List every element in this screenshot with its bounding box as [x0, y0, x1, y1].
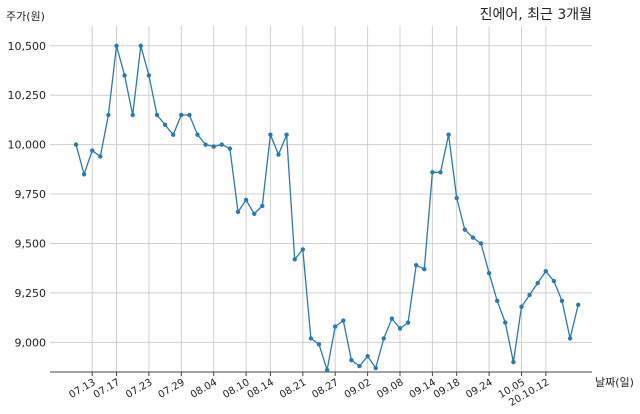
x-tick-label: 08.27 — [310, 377, 340, 401]
data-point — [252, 211, 257, 217]
x-tick-label: 07.23 — [124, 377, 154, 401]
data-point — [454, 195, 459, 201]
x-tick-label: 07.13 — [67, 377, 97, 401]
data-point — [511, 359, 516, 365]
y-tick-label: 10,000 — [8, 139, 47, 152]
data-point — [527, 292, 532, 298]
data-point — [179, 112, 184, 118]
x-tick-label: 08.14 — [246, 377, 276, 401]
axes — [50, 371, 592, 376]
x-tick-label: 09.18 — [432, 377, 462, 401]
data-point — [365, 353, 370, 359]
data-point — [422, 266, 427, 272]
data-point — [567, 336, 573, 341]
data-point — [316, 342, 322, 347]
data-point — [81, 172, 87, 177]
data-point — [146, 73, 152, 78]
data-point — [227, 146, 233, 151]
x-axis-label: 날짜(일) — [595, 375, 634, 389]
data-point — [187, 112, 192, 118]
chart-title: 진에어, 최근 3개월 — [480, 7, 592, 23]
y-tick-label: 9,250 — [15, 287, 47, 300]
y-tick-label: 10,500 — [8, 40, 47, 53]
x-tick-label: 07.29 — [156, 377, 186, 401]
data-point — [203, 142, 208, 147]
data-point — [90, 148, 95, 153]
data-point — [470, 235, 476, 240]
data-point — [276, 152, 281, 157]
data-point — [543, 268, 548, 274]
y-tick-label: 9,750 — [15, 188, 47, 201]
data-point — [551, 278, 557, 284]
price-series — [73, 43, 581, 373]
data-point — [292, 257, 297, 262]
data-point — [260, 203, 265, 209]
y-tick-label: 10,250 — [8, 89, 47, 102]
data-point — [373, 365, 378, 371]
data-point — [341, 318, 346, 323]
data-point — [333, 324, 338, 329]
data-point — [171, 132, 176, 137]
data-point — [462, 227, 467, 232]
y-tick-labels: 9,000 9,250 9,500 9,750 10,000 10,250 10,500 — [8, 40, 47, 350]
x-tick-label: 09.02 — [343, 377, 373, 401]
data-point — [535, 280, 540, 286]
data-point — [405, 320, 411, 325]
x-tick-label: 09.08 — [375, 377, 405, 401]
data-point — [284, 132, 289, 137]
data-point — [389, 316, 395, 321]
x-tick-label: 09.14 — [408, 377, 438, 401]
series-line — [75, 45, 579, 371]
data-point — [519, 304, 524, 309]
x-tick-label: 09.24 — [464, 377, 494, 401]
data-point — [98, 154, 103, 159]
data-point — [478, 241, 484, 246]
data-point — [381, 336, 386, 341]
x-tick-label: 08.10 — [221, 377, 251, 401]
y-axis-label: 주가(원) — [6, 10, 45, 23]
data-point — [211, 144, 216, 149]
data-point — [268, 132, 273, 137]
x-tick-label: 07.17 — [92, 377, 122, 401]
y-tick-label: 9,500 — [15, 237, 47, 250]
data-point — [559, 298, 565, 304]
data-point — [576, 302, 581, 307]
data-point — [300, 247, 305, 252]
data-point — [495, 298, 500, 304]
data-point — [243, 197, 249, 203]
x-tick-label: 08.21 — [278, 377, 308, 401]
data-point — [138, 43, 143, 48]
data-point — [349, 357, 354, 363]
data-point — [235, 209, 241, 215]
data-point — [397, 326, 403, 331]
data-point — [219, 142, 224, 147]
data-point — [162, 122, 168, 128]
grid-lines — [50, 26, 592, 372]
data-point — [430, 170, 435, 175]
data-point — [357, 363, 362, 369]
data-point — [308, 336, 314, 341]
y-tick-label: 9,000 — [15, 336, 47, 349]
data-point — [486, 270, 492, 276]
data-point — [122, 73, 127, 78]
data-point — [106, 112, 111, 118]
data-point — [446, 132, 451, 137]
data-point — [154, 112, 160, 118]
data-point — [414, 263, 419, 268]
data-point — [438, 170, 443, 175]
x-tick-label: 08.04 — [189, 377, 219, 401]
data-point — [324, 367, 330, 373]
data-point — [195, 132, 200, 137]
data-point — [73, 142, 79, 147]
data-point — [130, 112, 135, 118]
data-point — [114, 43, 119, 48]
data-point — [503, 320, 508, 325]
